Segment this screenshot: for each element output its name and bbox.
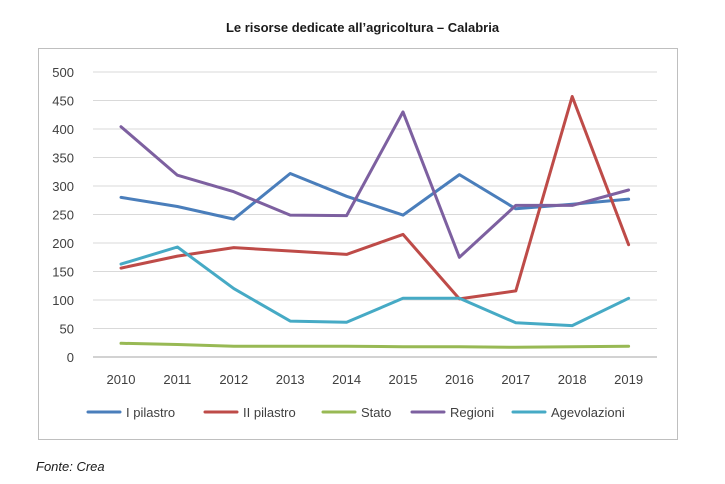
series-line-ii-pilastro [119,95,631,301]
x-tick-label: 2019 [614,372,643,387]
y-tick-label: 100 [52,293,74,308]
y-tick-label: 50 [60,322,74,337]
y-tick-label: 250 [52,208,74,223]
series-line-regioni [119,110,631,259]
legend-label: Regioni [450,405,494,420]
legend-label: Agevolazioni [551,405,625,420]
y-tick-label: 400 [52,122,74,137]
y-tick-label: 500 [52,65,74,80]
legend-label: II pilastro [243,405,296,420]
x-tick-label: 2012 [219,372,248,387]
y-tick-label: 200 [52,236,74,251]
x-tick-label: 2014 [332,372,361,387]
x-tick-label: 2016 [445,372,474,387]
y-tick-label: 150 [52,265,74,280]
x-tick-label: 2015 [389,372,418,387]
x-tick-label: 2011 [163,372,191,387]
x-tick-label: 2013 [276,372,305,387]
y-tick-label: 350 [52,151,74,166]
x-tick-label: 2018 [558,372,587,387]
y-tick-label: 0 [67,350,74,365]
y-tick-label: 450 [52,94,74,109]
series-line-agevolazioni [119,245,631,328]
x-tick-label: 2010 [107,372,136,387]
chart-title: Le risorse dedicate all’agricoltura – Ca… [225,20,500,35]
chart-frame [38,48,678,440]
y-tick-label: 300 [52,179,74,194]
legend-label: Stato [361,405,391,420]
source-note: Fonte: Crea [36,459,105,474]
series-line-stato [119,341,631,349]
legend-label: I pilastro [126,405,175,420]
x-tick-label: 2017 [501,372,530,387]
